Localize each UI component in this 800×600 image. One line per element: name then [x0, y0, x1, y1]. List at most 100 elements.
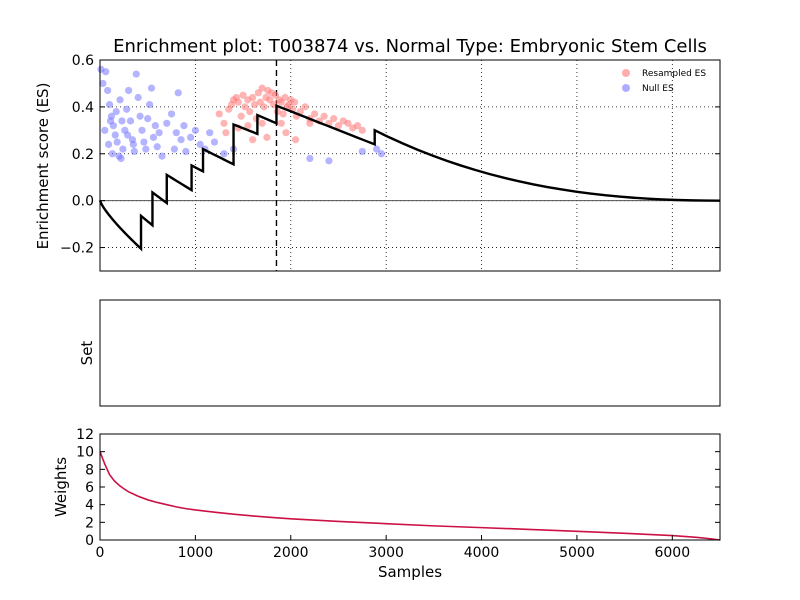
null-es-point — [325, 157, 333, 165]
resampled-es-point — [306, 119, 314, 127]
null-es-point — [158, 152, 166, 160]
null-es-point — [124, 131, 132, 139]
null-es-point — [112, 107, 120, 116]
weights-ylabel: Weights — [52, 457, 70, 517]
null-es-point — [123, 105, 131, 113]
null-es-point — [118, 117, 126, 125]
resampled-es-point — [258, 84, 266, 92]
resampled-es-point — [250, 100, 259, 109]
weights-plot-frame — [99, 433, 721, 541]
set-panel: Set — [78, 299, 721, 407]
resampled-es-point — [282, 129, 290, 137]
null-es-point — [111, 131, 119, 139]
weights-curve — [99, 451, 721, 541]
null-es-point — [138, 126, 146, 134]
null-es-point — [129, 140, 137, 148]
null-es-point — [151, 122, 159, 130]
null-es-point — [104, 86, 112, 95]
null-es-point — [144, 115, 152, 123]
null-es-point — [116, 96, 124, 104]
weights-ytick-label: 12 — [76, 427, 94, 443]
null-es-point — [187, 133, 195, 141]
null-es-point — [174, 89, 182, 97]
running-es-line — [98, 103, 721, 252]
resampled-es-point — [281, 93, 289, 102]
resampled-es-point — [237, 112, 245, 120]
weights-line — [99, 451, 721, 541]
es-y-ticks: −0.2 0.0 0.2 0.4 0.6 — [60, 53, 720, 257]
es-ylabel: Enrichment score (ES) — [34, 83, 52, 250]
set-ylabel: Set — [78, 341, 96, 366]
null-es-point — [155, 129, 163, 137]
resampled-es-point — [234, 98, 242, 106]
legend-marker-resampled — [622, 69, 630, 77]
resampled-es-point — [246, 107, 254, 116]
null-es-point — [117, 154, 125, 163]
null-es-point — [108, 150, 116, 158]
resampled-es-point — [277, 119, 285, 127]
null-es-point — [206, 129, 214, 137]
weights-x-ticks: 0 1000 2000 3000 4000 5000 6000 — [96, 535, 690, 561]
es-plot-frame — [99, 59, 721, 272]
enrichment-score-panel: −0.2 0.0 0.2 0.4 0.6 Enrichment score (ES) R… — [34, 53, 721, 272]
null-es-point — [377, 150, 385, 158]
legend: Resampled ES Null ES — [622, 69, 706, 94]
null-es-point — [104, 140, 113, 148]
null-es-point — [113, 138, 121, 146]
null-es-point — [130, 147, 138, 156]
null-es-point — [140, 138, 148, 146]
null-es-point — [373, 145, 381, 153]
weights-ytick-label: 6 — [85, 480, 94, 496]
weights-xtick-label: 2000 — [273, 545, 309, 561]
legend-label-null: Null ES — [642, 84, 674, 94]
null-es-point — [132, 70, 140, 78]
null-es-point — [146, 100, 154, 109]
null-es-point — [99, 79, 107, 88]
null-es-point — [220, 150, 228, 158]
es-ytick-label: 0.6 — [72, 53, 94, 69]
null-es-point — [147, 84, 156, 92]
resampled-es-point — [260, 103, 268, 111]
resampled-es-point — [279, 110, 287, 118]
null-es-points — [97, 65, 385, 165]
null-es-point — [149, 133, 158, 141]
null-es-point — [119, 145, 127, 153]
weights-ytick-label: 4 — [85, 498, 94, 514]
es-ytick-label: 0.4 — [72, 100, 94, 116]
resampled-es-point — [344, 119, 352, 127]
null-es-point — [101, 126, 109, 134]
running-es-path — [98, 103, 721, 252]
weights-ytick-label: 10 — [76, 445, 94, 461]
null-es-point — [191, 126, 199, 134]
resampled-es-point — [220, 119, 228, 127]
weights-xlabel: Samples — [378, 563, 442, 581]
resampled-es-point — [301, 103, 309, 111]
null-es-point — [172, 129, 180, 137]
null-es-point — [136, 112, 144, 120]
weights-y-ticks: 0 24 6 810 12 — [76, 427, 720, 549]
resampled-es-point — [330, 115, 338, 123]
weights-ytick-label: 8 — [85, 462, 94, 478]
resampled-es-point — [258, 119, 266, 127]
es-ytick-label: 0.0 — [72, 194, 94, 210]
null-es-point — [210, 138, 219, 146]
resampled-es-point — [244, 122, 252, 130]
null-es-point — [167, 110, 176, 118]
chart-title: Enrichment plot: T003874 vs. Normal Type… — [113, 36, 707, 57]
weights-xtick-label: 3000 — [368, 545, 404, 561]
null-es-point — [142, 145, 150, 153]
resampled-es-point — [353, 122, 362, 130]
weights-xtick-label: 5000 — [559, 545, 595, 561]
null-es-point — [102, 68, 110, 76]
es-ytick-label: −0.2 — [60, 241, 94, 257]
resampled-es-point — [249, 93, 257, 102]
set-plot-frame — [99, 299, 721, 407]
resampled-es-point — [239, 91, 247, 99]
null-es-point — [170, 145, 178, 153]
legend-label-resampled: Resampled ES — [642, 69, 706, 79]
resampled-es-point — [334, 122, 343, 130]
resampled-es-point — [241, 103, 249, 111]
resampled-es-point — [291, 136, 300, 144]
weights-ytick-label: 0 — [85, 533, 94, 549]
